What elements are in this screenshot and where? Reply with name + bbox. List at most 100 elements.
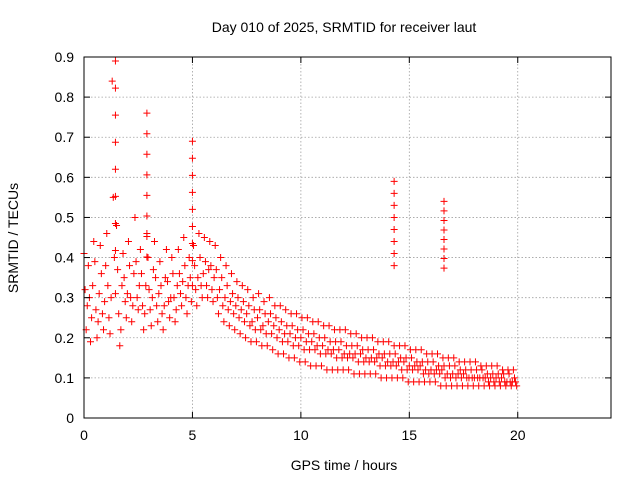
- data-point: [282, 306, 290, 314]
- data-point: [512, 378, 520, 386]
- data-point: [310, 330, 318, 338]
- data-point: [434, 350, 442, 358]
- spike-point: [390, 189, 398, 197]
- data-point: [201, 258, 209, 266]
- data-point: [451, 362, 459, 370]
- data-point: [196, 254, 204, 262]
- data-point: [269, 346, 277, 354]
- data-point: [144, 254, 152, 262]
- data-point: [277, 318, 285, 326]
- data-point: [234, 294, 242, 302]
- data-point: [227, 270, 235, 278]
- data-point: [253, 314, 261, 322]
- data-point: [263, 342, 271, 350]
- spike-point: [390, 238, 398, 246]
- data-point: [429, 358, 437, 366]
- data-point: [217, 254, 225, 262]
- spike-point: [188, 222, 196, 230]
- spike-point: [111, 192, 119, 200]
- data-point: [153, 302, 161, 310]
- data-point: [311, 346, 319, 354]
- data-point: [88, 314, 96, 322]
- data-point: [242, 334, 250, 342]
- data-point: [130, 270, 138, 278]
- axis-ticks: 0 0.1 0.2 0.3 0.4 0.5 0.6 0.7 0.8 0.9 0 5 10 15 20: [55, 49, 611, 443]
- data-point: [226, 298, 234, 306]
- data-point: [216, 286, 224, 294]
- data-point: [117, 326, 125, 334]
- data-point: [399, 374, 407, 382]
- y-tick-label: 0.1: [55, 370, 75, 386]
- data-point: [357, 350, 365, 358]
- data-point: [185, 254, 193, 262]
- data-point: [207, 262, 215, 270]
- data-point: [132, 258, 140, 266]
- data-point: [219, 302, 227, 310]
- spike-point: [188, 154, 196, 162]
- data-point: [128, 318, 136, 326]
- data-point: [145, 286, 153, 294]
- data-point: [293, 310, 301, 318]
- spike-point: [143, 130, 151, 138]
- data-point: [140, 326, 148, 334]
- data-point: [231, 326, 239, 334]
- data-point: [97, 270, 105, 278]
- data-point: [119, 250, 127, 258]
- data-point: [238, 282, 246, 290]
- spike-point: [440, 207, 448, 215]
- data-point: [257, 326, 265, 334]
- data-point: [163, 278, 171, 286]
- spike-point: [390, 262, 398, 270]
- data-point: [203, 282, 211, 290]
- data-point: [157, 282, 165, 290]
- data-point: [214, 310, 222, 318]
- data-point: [407, 354, 415, 362]
- data-point: [400, 358, 408, 366]
- spike-point: [390, 250, 398, 258]
- data-point: [272, 314, 280, 322]
- data-point: [204, 294, 212, 302]
- spike-point: [111, 138, 119, 146]
- data-point: [206, 238, 214, 246]
- data-point: [115, 310, 123, 318]
- data-point: [118, 282, 126, 290]
- data-point: [493, 362, 501, 370]
- data-point: [105, 314, 113, 322]
- data-point: [134, 306, 142, 314]
- data-point: [436, 370, 444, 378]
- data-point: [239, 298, 247, 306]
- data-point: [255, 290, 263, 298]
- data-point: [127, 294, 135, 302]
- data-point: [349, 354, 357, 362]
- data-point: [371, 358, 379, 366]
- data-points: [80, 57, 521, 390]
- data-point: [81, 286, 89, 294]
- data-point: [450, 354, 458, 362]
- data-point: [146, 306, 154, 314]
- data-point: [101, 298, 109, 306]
- data-point: [295, 342, 303, 350]
- data-point: [91, 258, 99, 266]
- data-point: [114, 266, 122, 274]
- data-point: [84, 262, 92, 270]
- data-point: [183, 310, 191, 318]
- data-point: [497, 374, 505, 382]
- data-point: [392, 362, 400, 370]
- data-point: [188, 282, 196, 290]
- data-point: [235, 314, 243, 322]
- spike-point: [390, 225, 398, 233]
- data-point: [194, 274, 202, 282]
- x-tick-label: 20: [510, 427, 526, 443]
- data-point: [335, 346, 343, 354]
- data-point: [152, 274, 160, 282]
- x-tick-label: 15: [402, 427, 418, 443]
- y-tick-label: 0.3: [55, 290, 75, 306]
- data-point: [149, 266, 157, 274]
- data-point: [510, 374, 518, 382]
- data-point: [136, 246, 144, 254]
- spike-point: [143, 171, 151, 179]
- data-point: [270, 322, 278, 330]
- data-point: [237, 306, 245, 314]
- spike-point: [111, 111, 119, 119]
- data-point: [221, 294, 229, 302]
